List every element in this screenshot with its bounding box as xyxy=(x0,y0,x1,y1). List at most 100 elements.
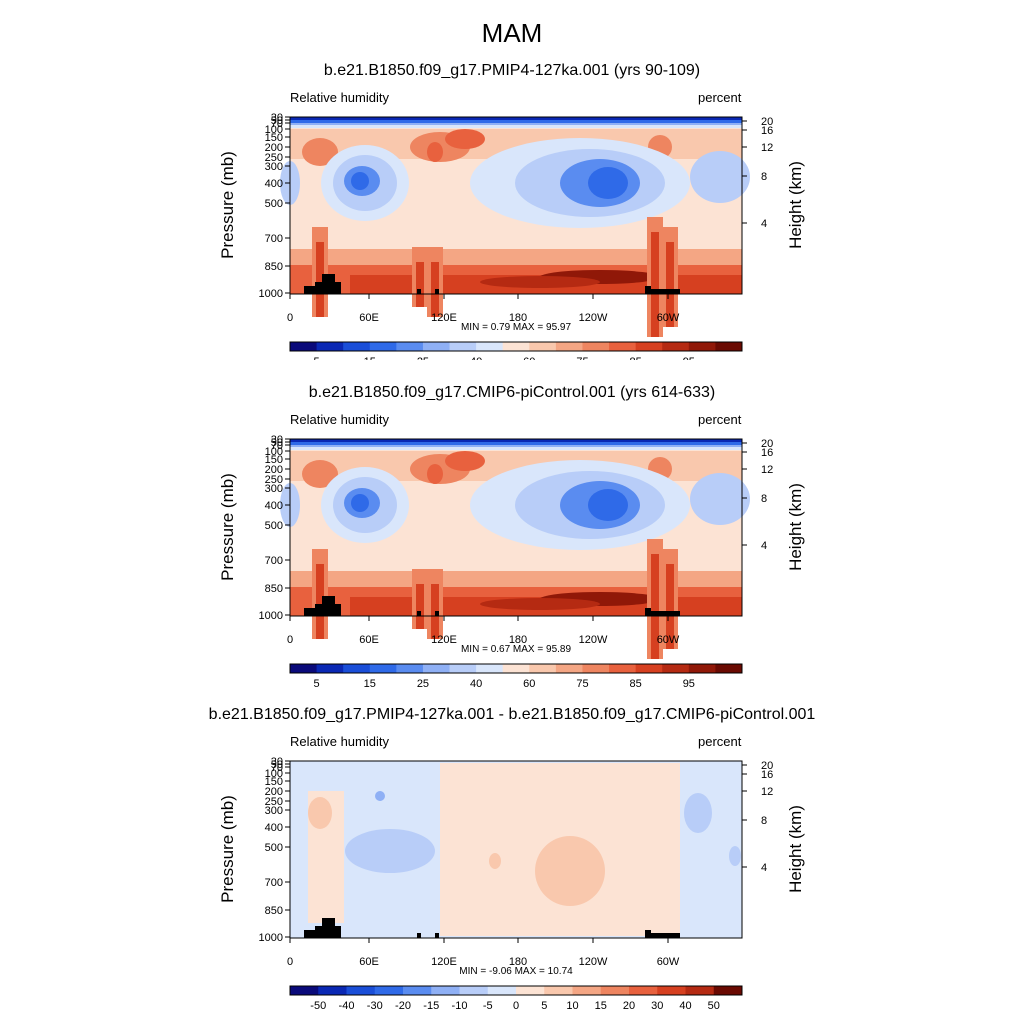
colorbar-swatch xyxy=(516,986,545,995)
colorbar-swatch xyxy=(529,342,557,351)
longitude-tick-label: 180 xyxy=(509,312,527,324)
heatmap-field xyxy=(280,439,750,659)
colorbar-swatch xyxy=(685,986,715,995)
pressure-tick-label: 200 xyxy=(265,786,283,798)
colorbar-label: -40 xyxy=(339,1000,355,1012)
colorbar-swatch xyxy=(396,342,424,351)
height-tick-label: 4 xyxy=(761,540,767,552)
colorbar-swatch xyxy=(715,342,743,351)
colorbar-label: 5 xyxy=(541,1000,547,1012)
pressure-tick-label: 500 xyxy=(265,198,283,210)
moist-patch xyxy=(427,464,443,484)
convective-plume xyxy=(316,242,324,317)
moist-patch xyxy=(427,142,443,162)
pressure-tick-label: 300 xyxy=(265,161,283,173)
boundary-layer-max xyxy=(480,598,600,610)
colorbar-label: 0 xyxy=(513,1000,519,1012)
height-tick-label: 8 xyxy=(761,493,767,505)
colorbar-label: 10 xyxy=(566,1000,578,1012)
colorbar-swatch xyxy=(629,986,658,995)
dry-cell xyxy=(690,473,750,525)
colorbar-frame xyxy=(289,985,743,996)
colorbar-label: 15 xyxy=(364,678,376,690)
pressure-tick-label: 200 xyxy=(265,464,283,476)
topography xyxy=(435,933,439,938)
pressure-axis-title: Pressure (mb) xyxy=(218,151,237,259)
colorbar-swatch xyxy=(343,664,371,673)
colorbar-label: 15 xyxy=(364,356,376,360)
pressure-tick-label: 300 xyxy=(265,483,283,495)
convective-plume xyxy=(666,242,674,327)
stratosphere-band xyxy=(290,120,742,123)
pressure-tick-label: 850 xyxy=(265,583,283,595)
colorbar-swatch xyxy=(290,342,318,351)
longitude-tick-label: 120E xyxy=(431,312,457,324)
colorbar-swatch xyxy=(449,342,477,351)
stratosphere-band xyxy=(290,442,742,445)
colorbar-swatch xyxy=(343,342,371,351)
colorbar-swatch xyxy=(459,986,489,995)
pressure-tick-label: 70 xyxy=(271,440,283,452)
colorbar-label: -10 xyxy=(452,1000,468,1012)
panel-1-plot: 3050701001502002503004005007008501000201… xyxy=(218,112,805,360)
panel-2-plot: 3050701001502002503004005007008501000201… xyxy=(218,434,805,690)
panel-2-title: b.e21.B1850.f09_g17.CMIP6-piControl.001 … xyxy=(308,384,716,401)
longitude-tick-label: 60W xyxy=(657,312,680,324)
colorbar-swatch xyxy=(688,342,716,351)
stratosphere-band xyxy=(290,445,742,447)
longitude-tick-label: 60W xyxy=(657,634,680,646)
topography xyxy=(645,286,680,294)
topography xyxy=(645,930,680,938)
colorbar-swatch xyxy=(431,986,460,995)
pressure-tick-label: 400 xyxy=(265,500,283,512)
longitude-tick-label: 60W xyxy=(657,956,680,968)
dry-cell xyxy=(690,151,750,203)
height-tick-label: 4 xyxy=(761,862,767,874)
heatmap-field xyxy=(290,761,742,938)
colorbar-swatch xyxy=(422,342,451,351)
pressure-tick-label: 700 xyxy=(265,555,283,567)
pressure-tick-label: 850 xyxy=(265,905,283,917)
colorbar-swatch xyxy=(544,986,573,995)
colorbar-label: 40 xyxy=(470,678,482,690)
topography xyxy=(304,274,341,294)
topography xyxy=(417,289,421,294)
negative-anomaly xyxy=(729,846,741,866)
longitude-tick-label: 60E xyxy=(359,312,379,324)
colorbar-label: -30 xyxy=(367,1000,383,1012)
colorbar-swatch xyxy=(449,664,477,673)
colorbar-label: 85 xyxy=(630,356,642,360)
topography xyxy=(645,608,680,616)
stratosphere-band xyxy=(290,439,742,442)
colorbar-swatch xyxy=(635,664,663,673)
colorbar-label: 30 xyxy=(651,1000,663,1012)
colorbar-swatch xyxy=(403,986,432,995)
boundary-layer-max xyxy=(480,276,600,288)
pressure-tick-label: 70 xyxy=(271,762,283,774)
colorbar-label: 25 xyxy=(417,356,429,360)
height-axis-title: Height (km) xyxy=(786,805,805,893)
colorbar-label: 60 xyxy=(523,356,535,360)
negative-anomaly xyxy=(375,791,385,801)
pressure-tick-label: 400 xyxy=(265,822,283,834)
min-max-stats: MIN = 0.67 MAX = 95.89 xyxy=(461,644,571,655)
height-tick-label: 20 xyxy=(761,760,773,772)
pressure-tick-label: 500 xyxy=(265,520,283,532)
height-tick-label: 16 xyxy=(761,447,773,459)
colorbar-swatch xyxy=(529,664,557,673)
colorbar-swatch xyxy=(713,986,743,995)
colorbar-label: 5 xyxy=(314,678,320,690)
panel-1-variable-label: Relative humidity xyxy=(290,90,389,105)
positive-anomaly xyxy=(489,853,501,869)
pressure-tick-label: 100 xyxy=(265,446,283,458)
pressure-tick-label: 50 xyxy=(271,437,283,449)
colorbar-swatch xyxy=(582,342,610,351)
colorbar-label: 85 xyxy=(630,678,642,690)
colorbar-swatch xyxy=(582,664,610,673)
pressure-tick-label: 250 xyxy=(265,474,283,486)
longitude-tick-label: 60E xyxy=(359,956,379,968)
topography xyxy=(417,933,421,938)
colorbar-label: 15 xyxy=(595,1000,607,1012)
pressure-tick-label: 250 xyxy=(265,796,283,808)
